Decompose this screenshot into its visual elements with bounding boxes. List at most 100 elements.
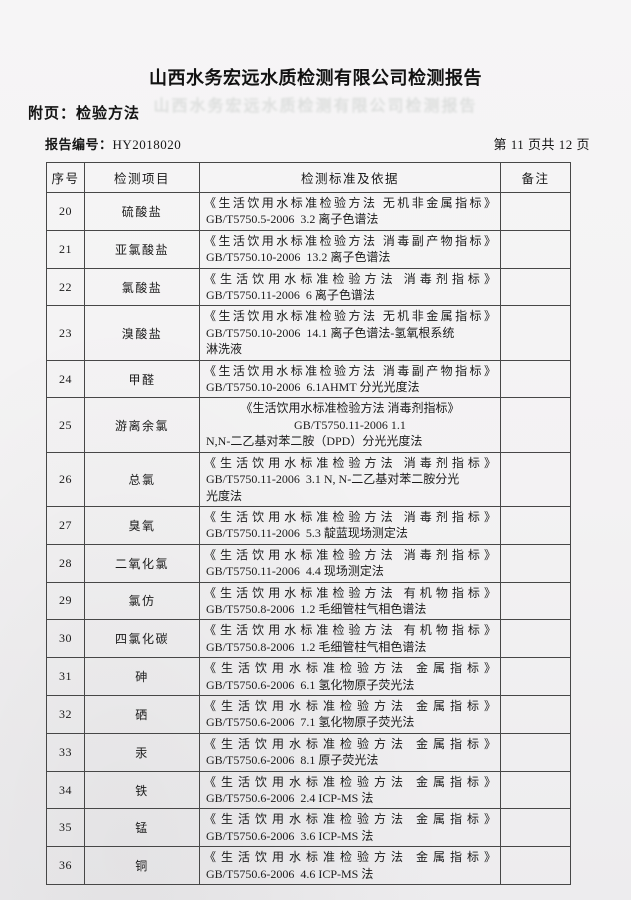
table-row: 30 四氯化碳 《生活饮用水标准检验方法 有机物指标》 GB/T5750.8-2006…	[46, 619, 571, 659]
cell-remark	[500, 305, 571, 361]
cell-standard-basis: 《生活饮用水标准检验方法 金属指标》 GB/T5750.6-2006 2.4 IC…	[199, 770, 501, 810]
table-row: 35 锰《生活饮用水标准检验方法 金属指标》 GB/T5750.6-2006 3.6…	[46, 808, 571, 848]
cell-standard-basis: 《生活饮用水标准检验方法 有机物指标》 GB/T5750.8-2006 1.2 毛…	[199, 581, 501, 621]
standard-line: 《生活饮用水标准检验方法 消毒剂指标》	[204, 455, 496, 470]
standard-line: GB/T5750.6-2006 8.1 原子荧光法	[206, 753, 379, 768]
attachment-subtitle: 附页：检验方法	[28, 105, 141, 122]
header-test-item: 检测项目	[84, 162, 200, 193]
standard-line: GB/T5750.5-2006 3.2 离子色谱法	[206, 212, 379, 227]
cell-remark	[500, 229, 571, 269]
table-row: 26 总氯 《生活饮用水标准检验方法 消毒剂指标》 GB/T5750.11-2006 …	[46, 451, 571, 507]
standard-line: GB/T5750.6-2006 4.6 ICP-MS 法	[206, 866, 374, 881]
cell-seq-no: 36	[46, 846, 85, 886]
cell-seq-no: 23	[46, 305, 85, 361]
standard-line: 《生活饮用水标准检验方法 金属指标》	[204, 850, 496, 865]
methods-table-body: 20 硫酸盐 《生活饮用水标准检验方法 无机非金属指标》 GB/T5750.5-200…	[46, 192, 571, 886]
cell-standard-basis: 《生活饮用水标准检验方法 消毒副产物指标》 GB/T5750.10-2006 6.…	[199, 359, 501, 399]
standard-line: GB/T5750.8-2006 1.2 毛细管柱气相色谱法	[206, 639, 427, 654]
cell-test-item: 臭氧	[84, 505, 200, 545]
standard-line: GB/T5750.10-2006 13.2 离子色谱法	[206, 250, 391, 265]
cell-seq-no: 34	[46, 770, 85, 810]
cell-standard-basis: 《生活饮用水标准检验方法 无机非金属指标》 GB/T5750.10-2006 14…	[199, 305, 501, 361]
cell-remark	[500, 581, 571, 621]
cell-remark	[500, 505, 571, 545]
standard-line: 《生活饮用水标准检验方法 有机物指标》	[204, 623, 496, 638]
standard-line: 《生活饮用水标准检验方法 金属指标》	[204, 661, 496, 676]
standard-line: GB/T5750.11-2006 4.4 现场测定法	[206, 564, 384, 579]
table-row: 34 铁《生活饮用水标准检验方法 金属指标》 GB/T5750.6-2006 2.4…	[46, 770, 571, 810]
cell-seq-no: 33	[46, 732, 85, 772]
cell-seq-no: 24	[46, 359, 85, 399]
cell-test-item: 氯仿	[84, 581, 200, 621]
standard-line: GB/T5750.10-2006 14.1 离子色谱法-氢氧根系统	[206, 325, 455, 340]
standard-line: GB/T5750.11-2006 6 离子色谱法	[206, 288, 375, 303]
cell-remark	[500, 694, 571, 734]
standard-line: 《生活饮用水标准检验方法 金属指标》	[204, 812, 496, 827]
cell-test-item: 硒	[84, 694, 200, 734]
cell-seq-no: 22	[46, 267, 85, 307]
methods-table: 序号 检测项目 检测标准及依据 备注 20 硫酸盐 《生活饮用水标准检验方法 无机非…	[46, 162, 571, 886]
cell-remark	[500, 770, 571, 810]
cell-remark	[500, 451, 571, 507]
standard-line: N,N-二乙基对苯二胺（DPD）分光光度法	[206, 434, 423, 449]
cell-remark	[500, 619, 571, 659]
cell-test-item: 四氯化碳	[84, 619, 200, 659]
cell-seq-no: 25	[46, 397, 85, 453]
cell-seq-no: 28	[46, 543, 85, 583]
table-header-row: 序号 检测项目 检测标准及依据 备注	[46, 162, 571, 193]
cell-standard-basis: 《生活饮用水标准检验方法 金属指标》 GB/T5750.6-2006 8.1 原子…	[199, 732, 501, 772]
standard-line: 《生活饮用水标准检验方法 消毒剂指标》	[204, 271, 496, 286]
cell-seq-no: 20	[46, 192, 85, 231]
standard-line: 淋洗液	[206, 342, 243, 357]
report-number-value: HY2018020	[112, 137, 182, 152]
table-row: 32 硒《生活饮用水标准检验方法 金属指标》 GB/T5750.6-2006 7.1…	[46, 694, 571, 734]
standard-line: 《生活饮用水标准检验方法 消毒副产物指标》	[204, 233, 496, 248]
cell-remark	[500, 359, 571, 399]
standard-line: 光度法	[206, 488, 243, 503]
cell-remark	[500, 397, 571, 453]
cell-remark	[500, 192, 571, 231]
cell-standard-basis: 《生活饮用水标准检验方法 无机非金属指标》 GB/T5750.5-2006 3.2…	[199, 192, 501, 231]
cell-standard-basis: 《生活饮用水标准检验方法 金属指标》 GB/T5750.6-2006 3.6 IC…	[199, 808, 501, 848]
report-number: 报告编号：HY2018020	[45, 134, 181, 153]
table-row: 24 甲醛 《生活饮用水标准检验方法 消毒副产物指标》 GB/T5750.10-200…	[46, 359, 571, 399]
table-row: 31 砷《生活饮用水标准检验方法 金属指标》 GB/T5750.6-2006 6.1…	[46, 657, 571, 696]
cell-test-item: 锰	[84, 808, 200, 848]
page-title: 山西水务宏远水质检测有限公司检测报告	[149, 68, 482, 88]
standard-line: 《生活饮用水标准检验方法 消毒剂指标》	[240, 401, 460, 416]
cell-remark	[500, 846, 571, 886]
table-row: 29 氯仿 《生活饮用水标准检验方法 有机物指标》 GB/T5750.8-2006 1…	[46, 581, 571, 621]
cell-standard-basis: 《生活饮用水标准检验方法 金属指标》 GB/T5750.6-2006 6.1 氢化…	[199, 657, 501, 696]
standard-line: GB/T5750.6-2006 7.1 氢化物原子荧光法	[206, 715, 415, 730]
cell-seq-no: 27	[46, 505, 85, 545]
cell-test-item: 亚氯酸盐	[84, 229, 200, 269]
cell-test-item: 氯酸盐	[84, 267, 200, 307]
table-row: 28 二氧化氯 《生活饮用水标准检验方法 消毒剂指标》 GB/T5750.11-200…	[46, 543, 571, 583]
cell-remark	[500, 267, 571, 307]
cell-standard-basis: 《生活饮用水标准检验方法 消毒剂指标》 GB/T5750.11-2006 1.1 N…	[199, 397, 501, 453]
cell-test-item: 总氯	[84, 451, 200, 507]
cell-standard-basis: 《生活饮用水标准检验方法 消毒剂指标》 GB/T5750.11-2006 3.1 …	[199, 451, 501, 507]
table-row: 21 亚氯酸盐 《生活饮用水标准检验方法 消毒副产物指标》 GB/T5750.10-2…	[46, 229, 571, 269]
table-row: 36 铜《生活饮用水标准检验方法 金属指标》 GB/T5750.6-2006 4.6…	[46, 846, 571, 886]
header-remark: 备注	[500, 162, 571, 193]
standard-line: GB/T5750.6-2006 2.4 ICP-MS 法	[206, 791, 374, 805]
cell-remark	[500, 657, 571, 696]
standard-line: GB/T5750.11-2006 3.1 N, N-二乙基对苯二胺分光	[206, 472, 460, 487]
standard-line: 《生活饮用水标准检验方法 消毒副产物指标》	[204, 363, 496, 378]
standard-line: GB/T5750.11-2006 1.1	[294, 417, 406, 432]
cell-standard-basis: 《生活饮用水标准检验方法 有机物指标》 GB/T5750.8-2006 1.2 毛…	[199, 619, 501, 659]
cell-standard-basis: 《生活饮用水标准检验方法 消毒剂指标》 GB/T5750.11-2006 6 离子…	[199, 267, 501, 307]
cell-seq-no: 29	[46, 581, 85, 621]
cell-seq-no: 32	[46, 694, 85, 734]
standard-line: GB/T5750.10-2006 6.1AHMT 分光光度法	[206, 380, 420, 395]
cell-remark	[500, 732, 571, 772]
cell-seq-no: 21	[46, 229, 85, 269]
cell-test-item: 铜	[84, 846, 200, 886]
table-row: 33 汞《生活饮用水标准检验方法 金属指标》 GB/T5750.6-2006 8.1…	[46, 732, 571, 772]
table-row: 22 氯酸盐 《生活饮用水标准检验方法 消毒剂指标》 GB/T5750.11-2006…	[46, 267, 571, 307]
table-row: 25 游离余氯 《生活饮用水标准检验方法 消毒剂指标》 GB/T5750.11-200…	[46, 397, 571, 453]
standard-line: GB/T5750.6-2006 6.1 氢化物原子荧光法	[206, 677, 415, 692]
cell-standard-basis: 《生活饮用水标准检验方法 金属指标》 GB/T5750.6-2006 4.6 IC…	[199, 846, 501, 886]
